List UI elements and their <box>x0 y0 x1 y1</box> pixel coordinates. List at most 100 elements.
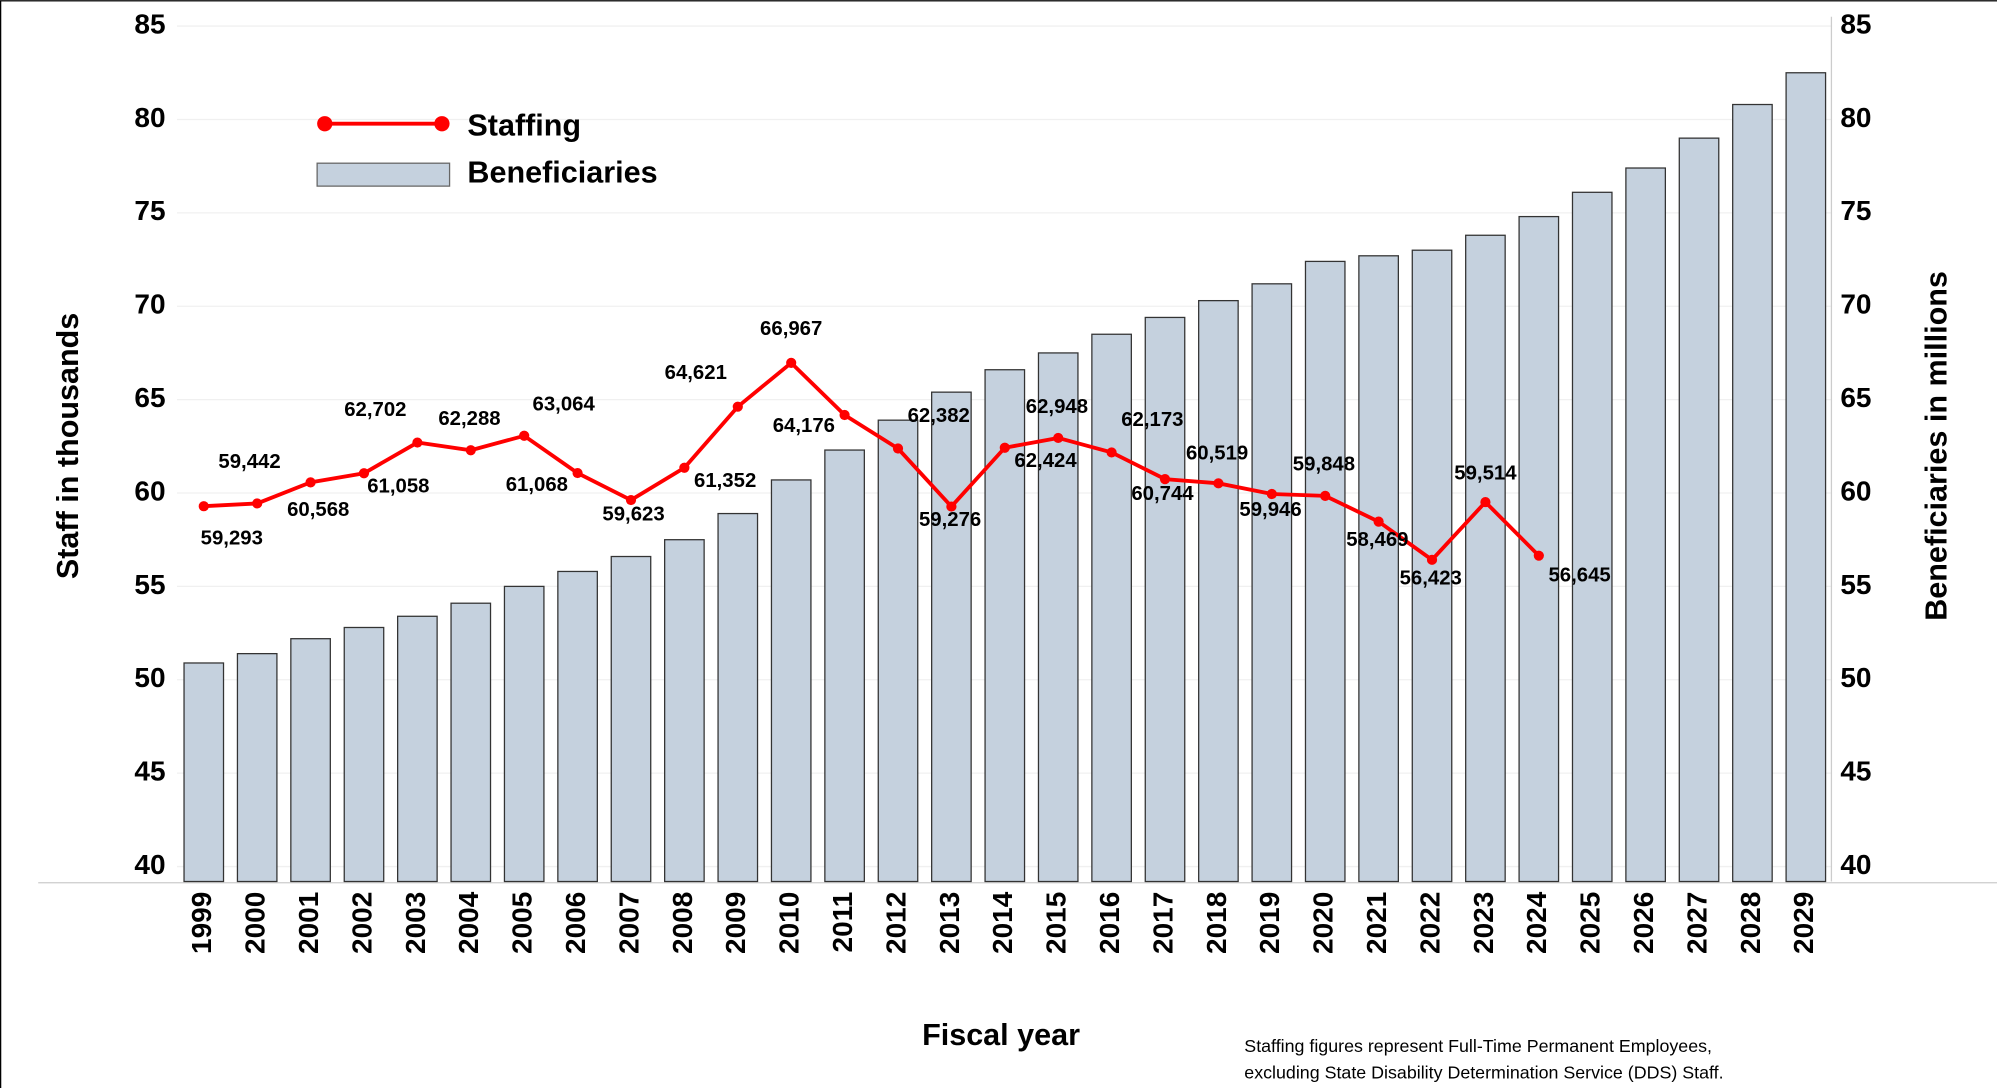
bar <box>1251 283 1293 883</box>
bar <box>824 449 865 883</box>
y2-tick-label: 80 <box>1840 102 1871 133</box>
data-label: 59,623 <box>602 504 664 526</box>
x-tick-label: 2014 <box>987 891 1018 954</box>
staffing-point <box>412 437 423 448</box>
bar <box>664 539 705 883</box>
x-tick-label: 2009 <box>720 892 751 954</box>
bar <box>183 662 225 883</box>
data-label: 60,519 <box>1186 442 1248 464</box>
x-tick-label: 2027 <box>1681 892 1712 954</box>
y2-tick-label: 85 <box>1840 8 1871 39</box>
data-label: 66,967 <box>760 318 822 340</box>
y-tick-label: 45 <box>134 756 165 787</box>
x-tick-label: 2012 <box>880 892 911 954</box>
y-tick-label: 75 <box>134 195 165 226</box>
bar <box>343 626 385 883</box>
staffing-point <box>1533 550 1544 561</box>
x-tick-label: 2008 <box>667 892 698 954</box>
data-label: 62,288 <box>438 408 500 430</box>
bar <box>1091 333 1132 883</box>
y-tick-label: 50 <box>134 662 165 693</box>
staffing-point <box>1159 474 1171 485</box>
data-label: 56,423 <box>1400 567 1462 589</box>
bar <box>984 369 1026 883</box>
x-tick-label: 2019 <box>1254 892 1285 954</box>
data-label: 61,068 <box>506 474 568 496</box>
staffing-point <box>465 445 476 456</box>
x-tick-label: 2021 <box>1361 892 1392 954</box>
staffing-point <box>1373 516 1384 527</box>
staffing-point <box>1426 554 1438 565</box>
x-tick-label: 2001 <box>293 892 324 954</box>
x-tick-label: 2020 <box>1308 892 1339 954</box>
data-label: 59,946 <box>1239 499 1301 521</box>
legend-marker <box>434 116 450 132</box>
y-tick-label: 65 <box>134 382 165 413</box>
staffing-point <box>892 443 904 454</box>
y-tick-label: 80 <box>134 102 165 133</box>
y-tick-label: 40 <box>134 849 165 880</box>
footnote: excluding State Disability Determination… <box>1244 1063 1723 1083</box>
data-label: 62,173 <box>1121 409 1183 431</box>
staffing-point <box>1053 432 1064 444</box>
data-label: 62,702 <box>344 399 406 421</box>
x-tick-label: 2016 <box>1094 892 1125 954</box>
staffing-point <box>946 501 957 512</box>
bar <box>1304 260 1346 883</box>
x-tick-label: 2025 <box>1575 892 1606 954</box>
bar <box>557 570 598 883</box>
data-label: 64,176 <box>773 415 835 437</box>
bar <box>1678 137 1720 883</box>
x-tick-label: 2028 <box>1735 892 1766 954</box>
x-tick-label: 2005 <box>507 892 538 954</box>
x-tick-label: 2029 <box>1788 892 1819 954</box>
x-tick-label: 2017 <box>1147 892 1178 954</box>
y-tick-label: 60 <box>134 475 165 506</box>
y2-tick-label: 60 <box>1840 475 1871 506</box>
staffing-point <box>519 430 530 441</box>
x-tick-label: 2007 <box>613 892 644 954</box>
bar <box>1625 167 1667 883</box>
staffing-point <box>572 467 583 479</box>
staffing-point <box>679 462 690 473</box>
staffing-point <box>1320 490 1331 501</box>
y2-tick-label: 65 <box>1840 382 1871 413</box>
bar <box>1571 191 1613 883</box>
y2-tick-label: 75 <box>1840 195 1871 226</box>
x-tick-label: 2026 <box>1628 892 1659 954</box>
bar <box>770 479 812 883</box>
y-tick-label: 55 <box>134 569 165 600</box>
y2-tick-label: 70 <box>1840 289 1871 320</box>
bar <box>236 652 278 883</box>
data-label: 59,848 <box>1293 454 1355 476</box>
bar <box>1358 255 1399 883</box>
data-label: 59,276 <box>919 509 981 531</box>
y-tick-label: 70 <box>134 289 165 320</box>
x-tick-label: 1999 <box>186 892 217 954</box>
legend-marker <box>317 116 333 132</box>
x-tick-label: 2010 <box>774 892 805 954</box>
bar <box>931 391 972 883</box>
x-tick-label: 2023 <box>1468 892 1499 954</box>
data-label: 60,568 <box>287 499 349 521</box>
staffing-point <box>198 501 209 512</box>
staffing-point <box>1480 496 1491 508</box>
x-axis-title: Fiscal year <box>922 1018 1080 1052</box>
x-tick-label: 2011 <box>827 892 858 953</box>
bar <box>1785 72 1827 883</box>
data-label: 62,382 <box>908 405 970 427</box>
staffing-point <box>839 409 850 421</box>
staffing-line <box>203 360 1541 563</box>
staffing-point <box>1213 478 1224 489</box>
data-label: 62,948 <box>1026 396 1088 418</box>
y2-tick-label: 50 <box>1840 662 1871 693</box>
bar <box>1411 249 1453 883</box>
bar <box>503 585 545 883</box>
staffing-point <box>1106 447 1117 458</box>
y2-axis-title: Beneficiaries in millions <box>1919 271 1953 621</box>
x-tick-label: 2018 <box>1201 892 1232 954</box>
x-tick-label: 2004 <box>453 891 484 954</box>
staffing-point <box>732 401 743 412</box>
data-label: 59,293 <box>201 528 263 550</box>
bar <box>1144 316 1186 883</box>
